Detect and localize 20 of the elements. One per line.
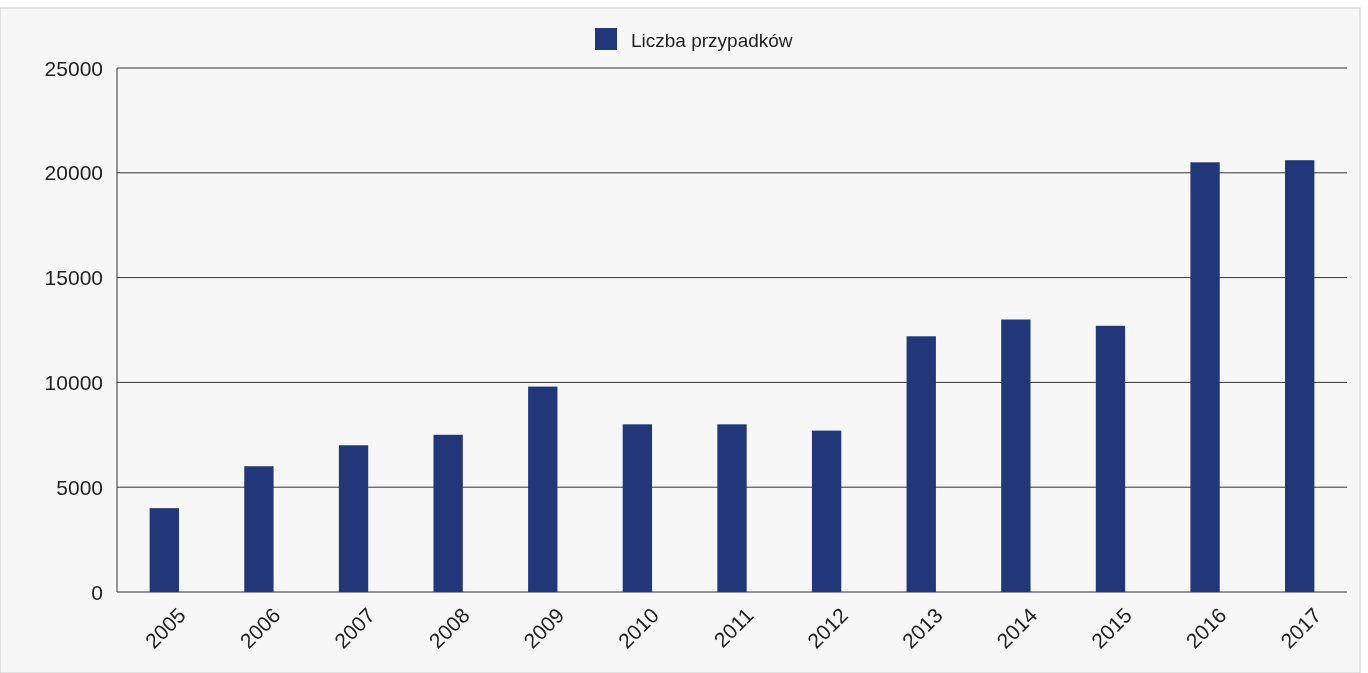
bar	[149, 508, 179, 592]
legend-label: Liczba przypadków	[631, 29, 793, 51]
bar	[433, 434, 463, 592]
bar	[1190, 162, 1220, 592]
y-tick-label: 20000	[44, 161, 103, 185]
bar	[244, 466, 274, 592]
bar	[1095, 325, 1126, 592]
bar	[338, 445, 369, 592]
y-tick-label: 15000	[44, 266, 103, 290]
y-tick-label: 0	[91, 580, 103, 604]
bar	[717, 424, 747, 592]
y-tick-label: 5000	[56, 475, 103, 499]
bar	[622, 424, 653, 592]
y-tick-label: 10000	[44, 370, 103, 394]
bar	[528, 386, 558, 592]
bar	[1001, 319, 1031, 592]
bar	[906, 336, 936, 592]
y-tick-label: 25000	[44, 56, 103, 80]
bar	[811, 430, 842, 592]
bar	[1285, 160, 1315, 592]
